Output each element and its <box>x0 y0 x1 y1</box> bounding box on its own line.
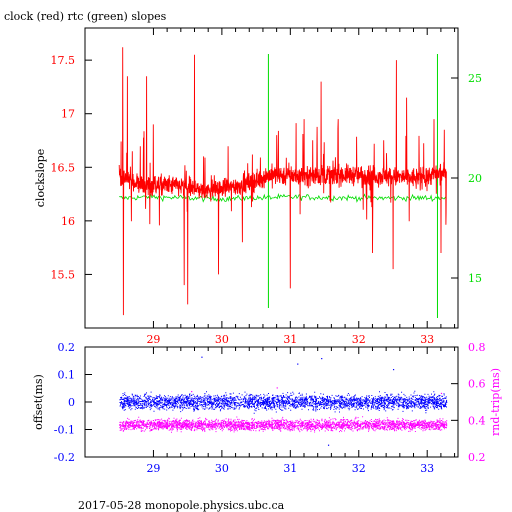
y2-tick-label: 0.8 <box>468 341 486 354</box>
outlier-point <box>297 363 299 365</box>
y2-tick-label: 15 <box>468 272 482 285</box>
y-tick-label: 17.5 <box>51 54 76 67</box>
y-tick-label: 17 <box>61 108 75 121</box>
rtc-slope-line <box>119 192 447 203</box>
x-tick-label: 29 <box>146 462 160 475</box>
clock-slope-line <box>118 47 447 316</box>
chart-title: clock (red) rtc (green) slopes <box>4 10 167 23</box>
x-tick-label: 31 <box>283 462 297 475</box>
outlier-point <box>392 369 395 371</box>
y2-tick-label: 0.4 <box>468 414 486 427</box>
x-tick-label: 30 <box>215 462 229 475</box>
y-axis-label-clockslope: clockslope <box>34 149 47 207</box>
outlier-point <box>440 392 443 395</box>
x-tick-label: 32 <box>352 462 366 475</box>
x-tick-label: 32 <box>352 333 366 346</box>
y-tick-label: 0.1 <box>58 369 76 382</box>
y2-tick-label: 25 <box>468 72 482 85</box>
y-tick-label: 16 <box>61 215 75 228</box>
outlier-point <box>191 391 193 393</box>
y2-tick-label: 20 <box>468 172 482 185</box>
y-tick-label: -0.2 <box>54 451 75 464</box>
roundtrip-points <box>119 416 448 433</box>
outlier-point <box>276 387 278 389</box>
y2-axis-label-roundtrip: rnd-trip(ms) <box>489 368 502 436</box>
offset-points <box>119 390 448 414</box>
offset-panel: 29 30 31 32 33 -0.2 -0.1 0 0.1 0.2 0.2 0.4 0.6 0.8 of… <box>32 341 502 475</box>
x-tick-label: 33 <box>420 333 434 346</box>
y-tick-label: 0 <box>68 396 75 409</box>
y-tick-label: 16.5 <box>51 161 76 174</box>
y-tick-label: 0.2 <box>58 341 76 354</box>
outlier-point <box>321 358 323 360</box>
outlier-point <box>201 356 203 358</box>
y2-tick-label: 0.6 <box>468 378 486 391</box>
y-tick-label: -0.1 <box>54 424 75 437</box>
outlier-point <box>327 444 330 446</box>
x-tick-label: 29 <box>146 333 160 346</box>
y2-tick-label: 0.2 <box>468 451 486 464</box>
footer-host-date: 2017-05-28 monopole.physics.ubc.ca <box>78 499 285 512</box>
slope-panel: 29 30 31 32 33 15.5 16 16.5 17 17.5 15 20 25 clocksl… <box>34 27 482 346</box>
x-tick-label: 33 <box>420 462 434 475</box>
x-tick-label: 31 <box>283 333 297 346</box>
x-tick-label: 30 <box>215 333 229 346</box>
y-tick-label: 15.5 <box>51 268 76 281</box>
y-axis-label-offset: offset(ms) <box>32 374 45 430</box>
